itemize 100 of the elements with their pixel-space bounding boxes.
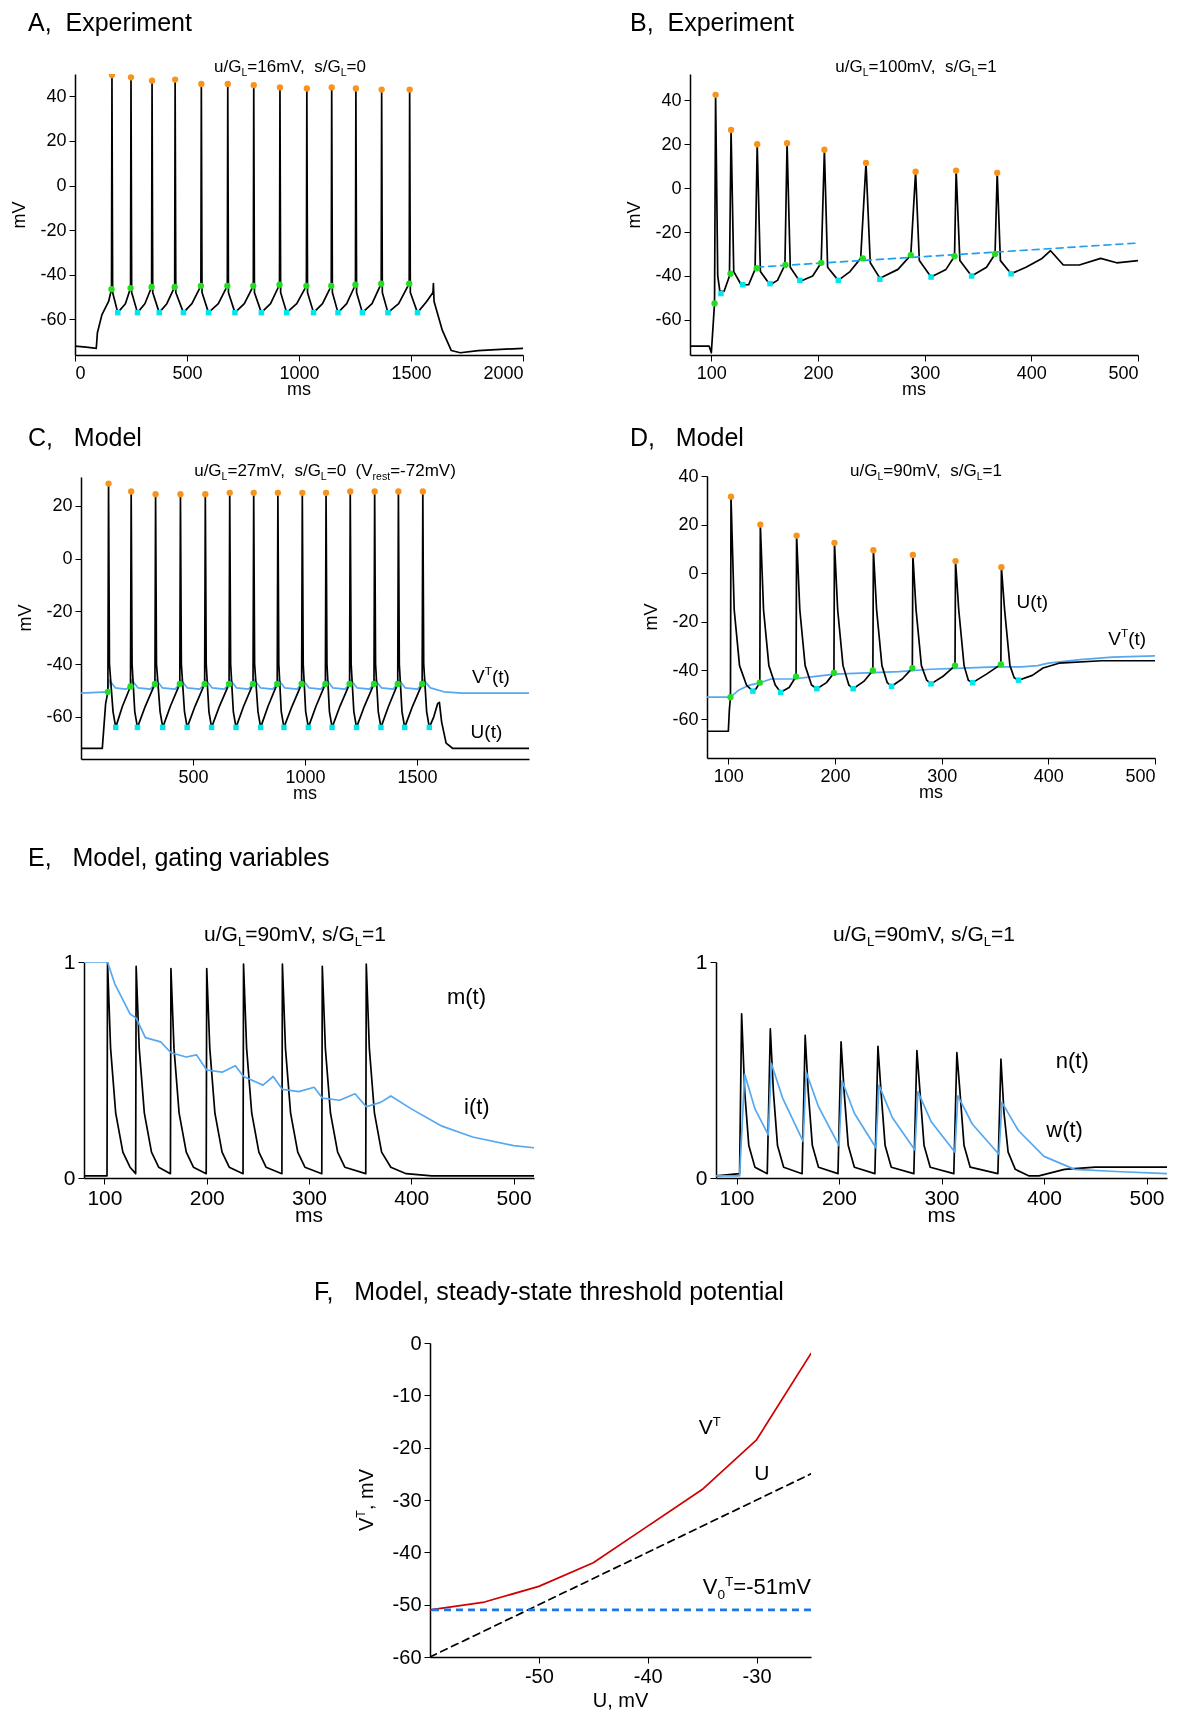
- point: [818, 259, 825, 266]
- point: [859, 255, 866, 262]
- point: [727, 270, 734, 277]
- y-tick-label: 40: [46, 85, 67, 106]
- line-series: [707, 655, 1155, 699]
- x-tick-label: 100: [719, 1185, 755, 1209]
- point: [756, 679, 763, 686]
- point: [783, 140, 791, 147]
- point: [352, 281, 359, 288]
- point: [250, 82, 257, 89]
- y-tick-label: 0: [671, 177, 682, 198]
- point: [998, 564, 1005, 571]
- point: [406, 280, 413, 287]
- annotation: U: [754, 1460, 770, 1484]
- point: [821, 146, 828, 153]
- point: [328, 282, 335, 290]
- point: [281, 724, 287, 731]
- point: [224, 80, 231, 88]
- point: [346, 680, 353, 688]
- annotation: i(t): [464, 1093, 490, 1119]
- point: [395, 488, 402, 495]
- x-tick-label: 100: [713, 765, 744, 786]
- y-tick-label: 40: [661, 89, 682, 110]
- point: [797, 277, 803, 284]
- point: [108, 286, 115, 293]
- point: [406, 86, 413, 93]
- point: [951, 253, 958, 260]
- x-tick-label: 400: [1033, 765, 1064, 786]
- y-tick-label: 1: [63, 949, 76, 973]
- point: [328, 84, 335, 91]
- chart-subtitle: u/G$_{L}$=90mV, s/G$_{L}$=1: [204, 921, 386, 949]
- point: [371, 488, 378, 495]
- y-tick-label: -10: [392, 1383, 422, 1406]
- annotation: U(t): [1016, 590, 1049, 612]
- point: [727, 694, 734, 701]
- x-tick-label: -40: [633, 1664, 663, 1687]
- point: [418, 680, 426, 688]
- point: [177, 490, 184, 498]
- point: [148, 77, 156, 84]
- annotation: m(t): [446, 983, 487, 1009]
- point: [378, 724, 384, 731]
- point: [909, 551, 917, 559]
- y-tick-label: 1: [695, 949, 708, 973]
- annotation: V$^{T}$(t): [1108, 625, 1147, 649]
- point: [997, 661, 1005, 668]
- x-tick-label: 1500: [397, 766, 438, 787]
- point: [869, 667, 877, 674]
- y-tick-label: -20: [46, 600, 73, 621]
- point: [830, 669, 838, 677]
- point: [850, 685, 856, 692]
- point: [198, 80, 205, 88]
- chart-subtitle: u/G$_{L}$=90mV, s/G$_{L}$=1: [850, 460, 1002, 482]
- point: [370, 680, 378, 688]
- y-tick-label: 20: [46, 130, 67, 151]
- point: [225, 680, 233, 688]
- point: [951, 662, 959, 669]
- chart-title: A, Experiment: [28, 7, 192, 36]
- y-tick-label: -20: [40, 219, 67, 240]
- y-tick-label: 20: [678, 514, 699, 535]
- y-tick-label: -60: [392, 1645, 422, 1668]
- y-tick-label: -40: [40, 264, 67, 285]
- point: [224, 282, 231, 290]
- point: [793, 532, 800, 539]
- x-tick-label: 500: [172, 362, 203, 383]
- y-tick-label: -60: [40, 308, 67, 329]
- y-tick-label: 20: [661, 133, 682, 154]
- x-tick-label: 500: [496, 1185, 532, 1209]
- point: [831, 539, 838, 547]
- point: [115, 309, 121, 316]
- y-tick-label: 20: [52, 495, 73, 516]
- point: [105, 480, 112, 487]
- point: [127, 683, 134, 690]
- chart-title: B, Experiment: [630, 7, 794, 36]
- x-tick-label: 500: [1129, 1185, 1165, 1209]
- point: [171, 76, 179, 83]
- point: [968, 273, 975, 279]
- point: [877, 276, 883, 282]
- point: [711, 300, 718, 307]
- point: [757, 521, 764, 528]
- point: [329, 724, 335, 731]
- point: [335, 309, 341, 316]
- point: [197, 282, 205, 290]
- point: [249, 680, 257, 688]
- point: [712, 91, 719, 99]
- x-tick-label: -50: [524, 1664, 554, 1687]
- chart-title: E, Model, gating variables: [28, 842, 330, 871]
- x-tick-label: 200: [803, 362, 834, 383]
- annotation: n(t): [1055, 1048, 1089, 1074]
- point: [232, 309, 238, 316]
- x-tick-label: 2000: [483, 362, 524, 383]
- y-tick-label: 0: [688, 562, 699, 583]
- annotation: U(t): [470, 720, 503, 742]
- point: [322, 680, 329, 688]
- chart-subtitle: u/G$_{L}$=16mV, s/G$_{L}$=0: [214, 56, 366, 78]
- annotation: w(t): [1046, 1117, 1083, 1143]
- y-tick-label: 0: [62, 548, 73, 569]
- point: [870, 546, 877, 554]
- point: [152, 490, 159, 498]
- y-axis-title: mV: [641, 603, 661, 631]
- point: [378, 86, 385, 93]
